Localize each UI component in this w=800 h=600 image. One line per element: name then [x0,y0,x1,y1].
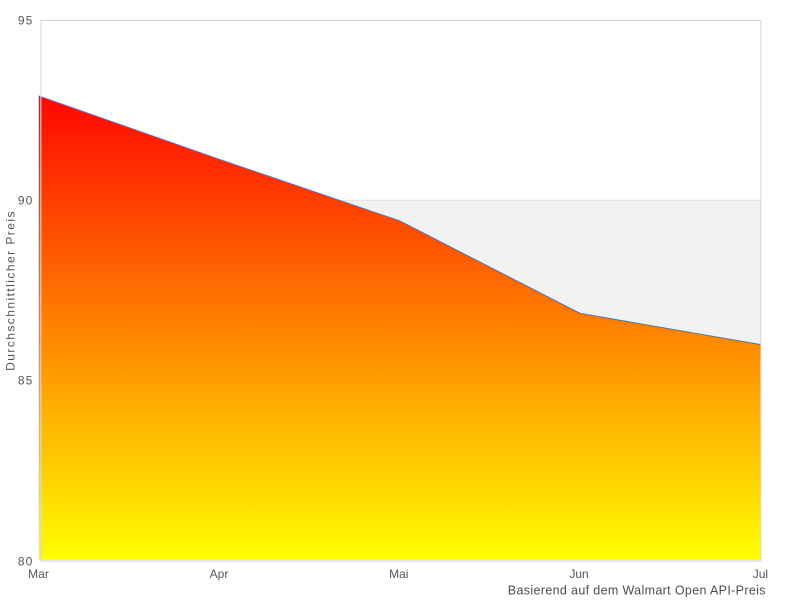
svg-text:90: 90 [18,194,34,208]
svg-text:80: 80 [18,555,34,569]
svg-text:85: 85 [18,373,34,387]
svg-text:Basierend auf dem Walmart Open: Basierend auf dem Walmart Open API-Preis [508,584,766,598]
svg-text:Mar: Mar [28,567,49,581]
svg-text:Jun: Jun [569,567,588,581]
svg-text:Mai: Mai [389,567,408,581]
svg-text:Durchschnittlicher Preis: Durchschnittlicher Preis [3,210,17,371]
svg-text:Jul: Jul [753,567,768,581]
svg-text:95: 95 [18,14,34,28]
svg-text:Apr: Apr [210,567,229,581]
